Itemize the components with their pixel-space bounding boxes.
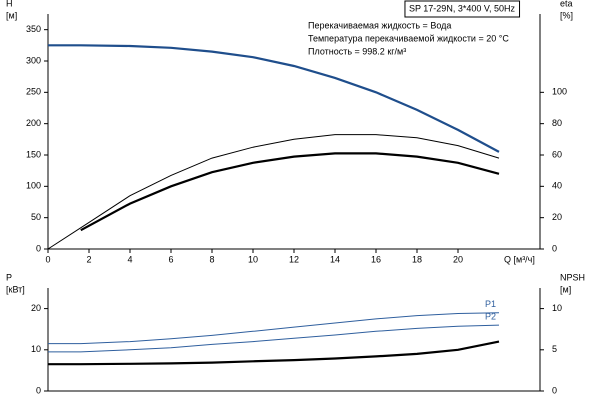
y-tick-label: 20 xyxy=(31,303,41,313)
y-axis-label: P xyxy=(6,272,12,282)
series-line xyxy=(48,44,500,153)
title-box xyxy=(404,0,521,18)
x-tick-label: 2 xyxy=(86,254,91,264)
y-tick-label: 250 xyxy=(26,87,41,97)
x-tick-label: 10 xyxy=(248,254,258,264)
y2-tick-label: 40 xyxy=(552,181,562,191)
y-axis-label: H xyxy=(6,0,13,8)
y2-tick-label: 5 xyxy=(552,344,557,354)
series-label: P1 xyxy=(485,299,496,309)
y-tick-label: 100 xyxy=(26,181,41,191)
y-tick-label: 0 xyxy=(36,385,41,395)
x-tick-label: 14 xyxy=(330,254,340,264)
series-line xyxy=(48,340,500,366)
note: Плотность = 998.2 кг/м³ xyxy=(308,46,406,56)
y2-axis-unit: [%] xyxy=(560,10,573,20)
y2-tick-label: 20 xyxy=(552,212,562,222)
y-tick-label: 0 xyxy=(36,243,41,253)
x-tick-label: 8 xyxy=(209,254,214,264)
y2-tick-label: 0 xyxy=(552,243,557,253)
x-tick-label: 6 xyxy=(168,254,173,264)
series-label: P2 xyxy=(485,311,496,321)
series-line xyxy=(80,152,500,232)
y2-axis-unit: [м] xyxy=(560,284,571,294)
note: Температура перекачиваемой жидкости = 20… xyxy=(308,33,509,43)
x-axis-label: Q [м³/ч] xyxy=(504,254,535,264)
y2-axis-label: eta xyxy=(560,0,573,8)
y2-tick-label: 60 xyxy=(552,149,562,159)
y-tick-label: 150 xyxy=(26,149,41,159)
note: Перекачиваемая жидкость = Вода xyxy=(308,20,451,30)
y-axis-unit: [м] xyxy=(6,10,17,20)
x-tick-label: 0 xyxy=(45,254,50,264)
y2-tick-label: 100 xyxy=(552,87,567,97)
x-tick-label: 12 xyxy=(289,254,299,264)
series-line xyxy=(48,312,500,345)
y-tick-label: 200 xyxy=(26,118,41,128)
y2-tick-label: 80 xyxy=(552,118,562,128)
x-tick-label: 18 xyxy=(412,254,422,264)
y-tick-label: 10 xyxy=(31,344,41,354)
y2-tick-label: 10 xyxy=(552,303,562,313)
series-line xyxy=(48,324,500,353)
y2-axis-label: NPSH xyxy=(560,272,585,282)
y-tick-label: 300 xyxy=(26,55,41,65)
y2-tick-label: 0 xyxy=(552,385,557,395)
x-tick-label: 16 xyxy=(371,254,381,264)
x-tick-label: 20 xyxy=(453,254,463,264)
series-line xyxy=(47,134,500,250)
title: SP 17-29N, 3*400 V, 50Hz xyxy=(409,3,516,13)
y-tick-label: 50 xyxy=(31,212,41,222)
y-axis-unit: [кВт] xyxy=(6,284,25,294)
x-tick-label: 4 xyxy=(127,254,132,264)
y-tick-label: 350 xyxy=(26,24,41,34)
